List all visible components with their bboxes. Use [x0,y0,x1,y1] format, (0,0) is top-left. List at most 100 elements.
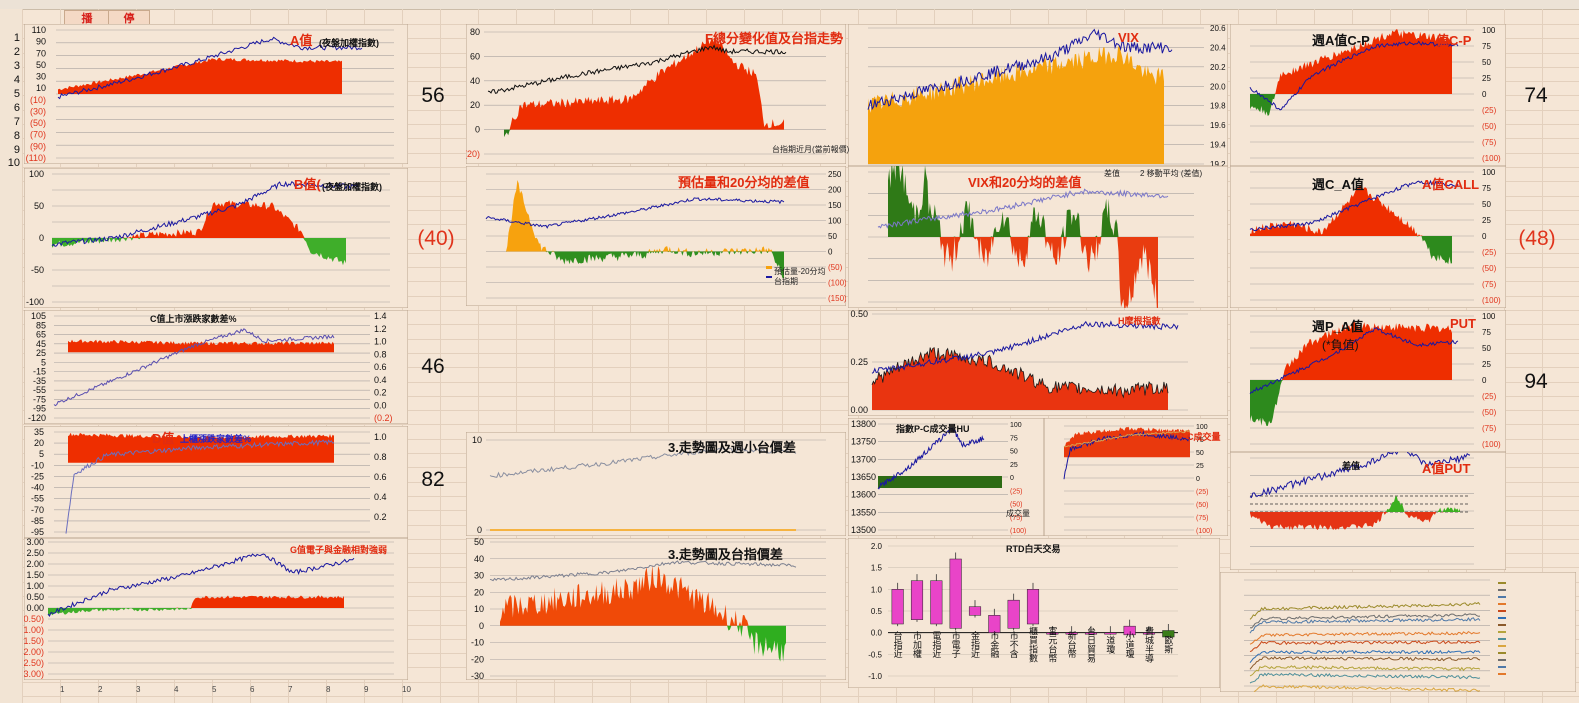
title-wac-right: 值C-P [1436,33,1472,48]
title-wput: 週P_A值 [1312,319,1364,334]
chart-svg: 10 0 [466,432,846,536]
aux-line [1063,430,1191,448]
rtd-bar [891,589,904,625]
axis-tick-label: 200 [828,186,842,195]
title-b-sub: (夜盤加權指數) [322,182,382,192]
d-value-area [68,432,334,463]
axis-tick-label: -95 [33,404,46,414]
axis-tick-label: 1.50 [26,570,44,580]
spread-area [500,565,786,626]
axis-tick-label: 25 [1196,463,1204,470]
chart-pc-volume-index: 13800 13750 13700 13650 13600 13550 13500 100 75… [848,418,1044,536]
chart-c-value: 105 85 65 45 25 5 -15 -35 -55 -75 -95 -120 1.4 1.2 1.0… [24,310,408,424]
pW1-area-positive [1250,29,1452,94]
pW3-area-positive [1250,322,1452,380]
axis-tick-label: 50 [36,60,46,70]
vixd-area-negative [888,237,1158,308]
pW2-area-positive [1250,185,1452,236]
a-value-area [58,57,342,94]
chart-background [1230,166,1506,308]
legend-swatch [766,266,772,269]
category-label: 台日貿易 [1086,626,1096,664]
x-axis-tick-label: 2 [98,685,103,694]
legend-swatch [1498,589,1506,591]
row-number: 4 [13,74,20,86]
chart-background [24,310,408,424]
chart-weekly-call: 100 75 50 25 0 (25) (50) (75) (100) [1230,166,1506,308]
b-value-readout: (40) [417,227,455,250]
title-pcvol: P-C成交量 [1178,432,1221,442]
title-b: B值( [294,177,321,192]
axis-tick-label: 75 [1196,437,1204,444]
legend-swatch [1498,610,1506,612]
index-line [53,328,335,407]
axis-tick-label: (75) [1482,280,1497,289]
chart-a-value: 110 90 70 50 30 10 (10) (30) (50) (70) (90) (110) [24,24,408,164]
b-value-area-negative [52,238,346,266]
chart-svg: 13800 13750 13700 13650 13600 13550 13500 100 75… [848,418,1044,536]
pW1-area-negative [1250,94,1452,116]
index-line [867,28,1173,111]
axis-tick-label: 110 [32,25,46,35]
index-line [47,553,355,618]
sheet-gridline [668,9,669,703]
category-label: 新台幣 [1067,630,1077,659]
axis-tick-label: 250 [828,170,842,179]
axis-tick-label: 3.00 [26,538,44,547]
axis-tick-label: -10 [471,638,484,648]
rtd-bar [1065,632,1078,635]
sheet-gridline [22,410,1579,411]
axis-tick-label: (10) [30,95,46,105]
legend-swatch [1498,631,1506,633]
axis-tick-label: (75) [1482,138,1497,147]
series-line [1249,655,1481,670]
axis-tick-label: (50) [828,263,843,272]
chart-svg: 0.50 0.25 0.00 [848,310,1228,416]
chart-multi-line [1220,572,1576,692]
axis-tick-label: 0 [479,621,484,631]
axis-tick-label: 0.8 [374,349,387,359]
rtd-bar [949,558,962,629]
axis-tick-label: 0 [1010,475,1014,482]
title-pc: 指數P-C成交量HU [896,424,970,434]
chart-weekly-spread: 10 0 [466,432,846,536]
axis-tick-label: 1.00 [26,581,44,591]
chart-svg [1230,452,1506,570]
axis-tick-label: 105 [31,311,46,321]
chart-g-value: 3.002.502.001.501.000.500.00(0.50)(1.00)… [24,538,408,680]
sheet-gridline [22,682,1579,683]
rtd-bar [1162,630,1175,638]
legend-swatch [1498,673,1506,675]
title-a: A值 [290,33,313,48]
axis-tick-label: 50 [1196,450,1204,457]
axis-tick-label: 50 [1482,344,1491,353]
axis-tick-label: (100) [1482,296,1501,305]
index-line [877,188,1169,229]
axis-tick-label: 19.8 [1210,102,1226,111]
chart-svg: 100 50 0 -50 -100 [24,168,408,308]
axis-tick-label: 0.50 [850,310,868,319]
g-value-area-positive [48,595,344,608]
chart-background [466,432,846,536]
legend-swatch [766,276,772,278]
axis-tick-label: 0 [477,525,482,535]
axis-tick-label: (100) [1482,154,1501,163]
axis-tick-label: 10 [472,435,482,445]
category-label: 歐斯 [1163,635,1173,655]
sheet-gridline [706,9,707,703]
axis-tick-label: 0 [1196,476,1200,483]
legend-swatch [1498,582,1506,584]
axis-tick-label: 0.2 [374,512,387,522]
row-number: 6 [13,102,20,114]
title-vixd: VIX和20分均的差值 [968,175,1082,190]
series-line [1249,613,1481,629]
title-vix: VIX [1118,30,1139,45]
axis-tick-label: 0 [1482,232,1487,241]
sheet-gridline [782,9,783,703]
axis-tick-label: 0.6 [374,362,387,372]
axis-tick-label: 25 [1482,360,1491,369]
sheet-gridline [478,9,479,703]
axis-tick-label: 80 [470,27,480,37]
axis-tick-label: -70 [31,505,44,515]
x-axis-tick-label: 8 [326,685,331,694]
